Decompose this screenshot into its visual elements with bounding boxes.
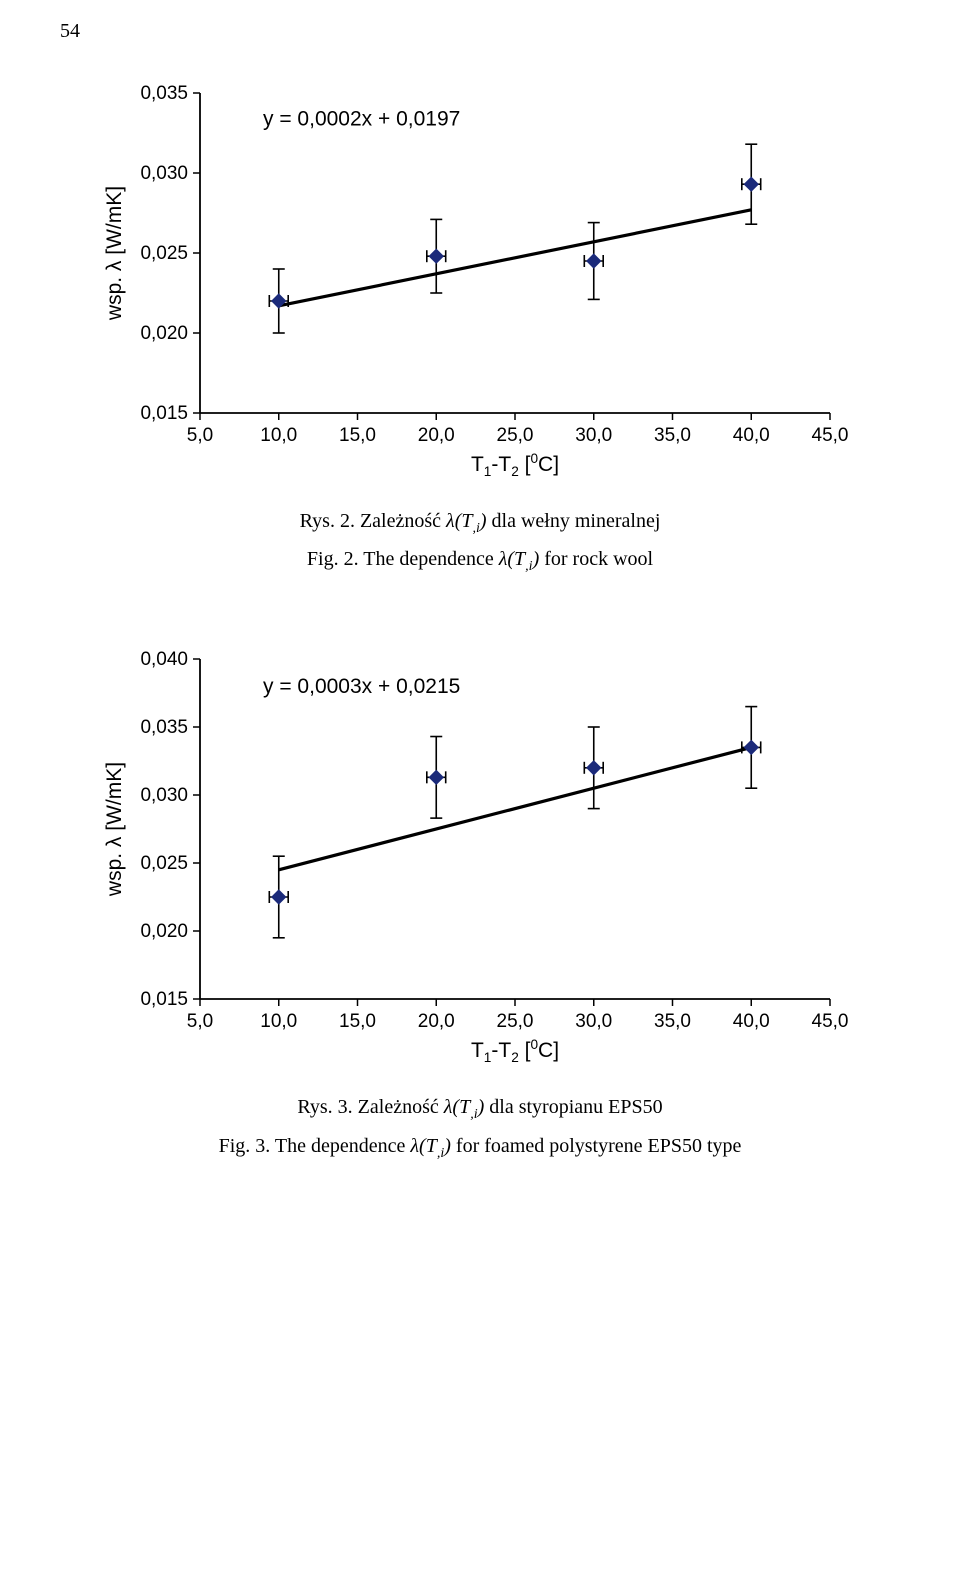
svg-text:0,030: 0,030 [140,785,188,806]
page: 54 0,015 0,020 0,025 0,030 0,035 5,0 10,0 15,0 2… [0,0,960,1206]
lambda-symbol: λ [410,1135,419,1157]
svg-text:15,0: 15,0 [339,1011,376,1032]
lambda-symbol: λ [446,510,455,532]
svg-text:0,030: 0,030 [140,163,188,184]
caption-text: dla styropianu EPS50 [489,1096,662,1118]
page-number: 54 [60,20,900,43]
t-symbol: T [426,1135,437,1157]
paren-close: ) [444,1135,451,1157]
svg-text:25,0: 25,0 [497,425,534,446]
caption-text: Rys. 3. Zależność [297,1096,443,1118]
svg-text:0,035: 0,035 [140,83,188,104]
svg-text:0,020: 0,020 [140,921,188,942]
figure-2-chart: 0,015 0,020 0,025 0,030 0,035 5,0 10,0 15,0 20,0… [60,73,900,483]
svg-text:0,025: 0,025 [140,243,188,264]
svg-text:0,015: 0,015 [140,403,188,424]
caption-text: Rys. 2. Zależność [300,510,446,532]
svg-text:45,0: 45,0 [812,425,849,446]
caption-text: dla wełny mineralnej [492,510,661,532]
svg-text:30,0: 30,0 [575,1011,612,1032]
caption-text: for foamed polystyrene EPS50 type [456,1135,742,1157]
figure-2-caption: Rys. 2. Zależność λ(T,i) dla wełny miner… [60,503,900,579]
svg-text:35,0: 35,0 [654,425,691,446]
svg-text:15,0: 15,0 [339,425,376,446]
svg-text:5,0: 5,0 [187,425,213,446]
subscript: ,i [470,1107,477,1122]
caption-text: Fig. 2. The dependence [307,548,499,570]
svg-text:20,0: 20,0 [418,425,455,446]
chart-1-svg: 0,015 0,020 0,025 0,030 0,035 5,0 10,0 15,0 20,0… [95,73,865,483]
caption-text: Fig. 3. The dependence [219,1135,411,1157]
svg-text:20,0: 20,0 [418,1011,455,1032]
svg-text:5,0: 5,0 [187,1011,213,1032]
svg-text:y = 0,0002x + 0,0197: y = 0,0002x + 0,0197 [263,107,460,130]
subscript: ,i [472,521,479,536]
figure-3-caption: Rys. 3. Zależność λ(T,i) dla styropianu … [60,1089,900,1165]
svg-text:wsp. λ [W/mK]: wsp. λ [W/mK] [103,186,126,321]
t-symbol: T [461,510,472,532]
svg-text:0,015: 0,015 [140,989,188,1010]
svg-text:0,035: 0,035 [140,717,188,738]
figure-3-chart: 0,015 0,020 0,025 0,030 0,035 0,040 5,0 10,0 15,… [60,639,900,1069]
caption-text: for rock wool [544,548,653,570]
chart-2-svg: 0,015 0,020 0,025 0,030 0,035 0,040 5,0 10,0 15,… [95,639,865,1069]
svg-text:40,0: 40,0 [733,425,770,446]
paren-close: ) [478,1096,485,1118]
svg-text:0,025: 0,025 [140,853,188,874]
svg-text:wsp. λ [W/mK]: wsp. λ [W/mK] [103,762,126,897]
caption-rys3: Rys. 3. Zależność λ(T,i) dla styropianu … [297,1089,662,1127]
paren-close: ) [533,548,540,570]
svg-text:0,020: 0,020 [140,323,188,344]
svg-text:10,0: 10,0 [260,1011,297,1032]
caption-fig2: Fig. 2. The dependence λ(T,i) for rock w… [307,541,653,579]
svg-text:0,040: 0,040 [140,649,188,670]
svg-text:30,0: 30,0 [575,425,612,446]
paren-open: ( [419,1135,426,1157]
caption-rys2: Rys. 2. Zależność λ(T,i) dla wełny miner… [300,503,661,541]
caption-fig3: Fig. 3. The dependence λ(T,i) for foamed… [219,1128,742,1166]
svg-text:25,0: 25,0 [497,1011,534,1032]
paren-close: ) [480,510,487,532]
subscript: ,i [525,559,532,574]
svg-text:10,0: 10,0 [260,425,297,446]
t-symbol: T [514,548,525,570]
svg-text:35,0: 35,0 [654,1011,691,1032]
svg-text:40,0: 40,0 [733,1011,770,1032]
t-symbol: T [459,1096,470,1118]
svg-text:y = 0,0003x + 0,0215: y = 0,0003x + 0,0215 [263,675,460,698]
svg-text:45,0: 45,0 [812,1011,849,1032]
